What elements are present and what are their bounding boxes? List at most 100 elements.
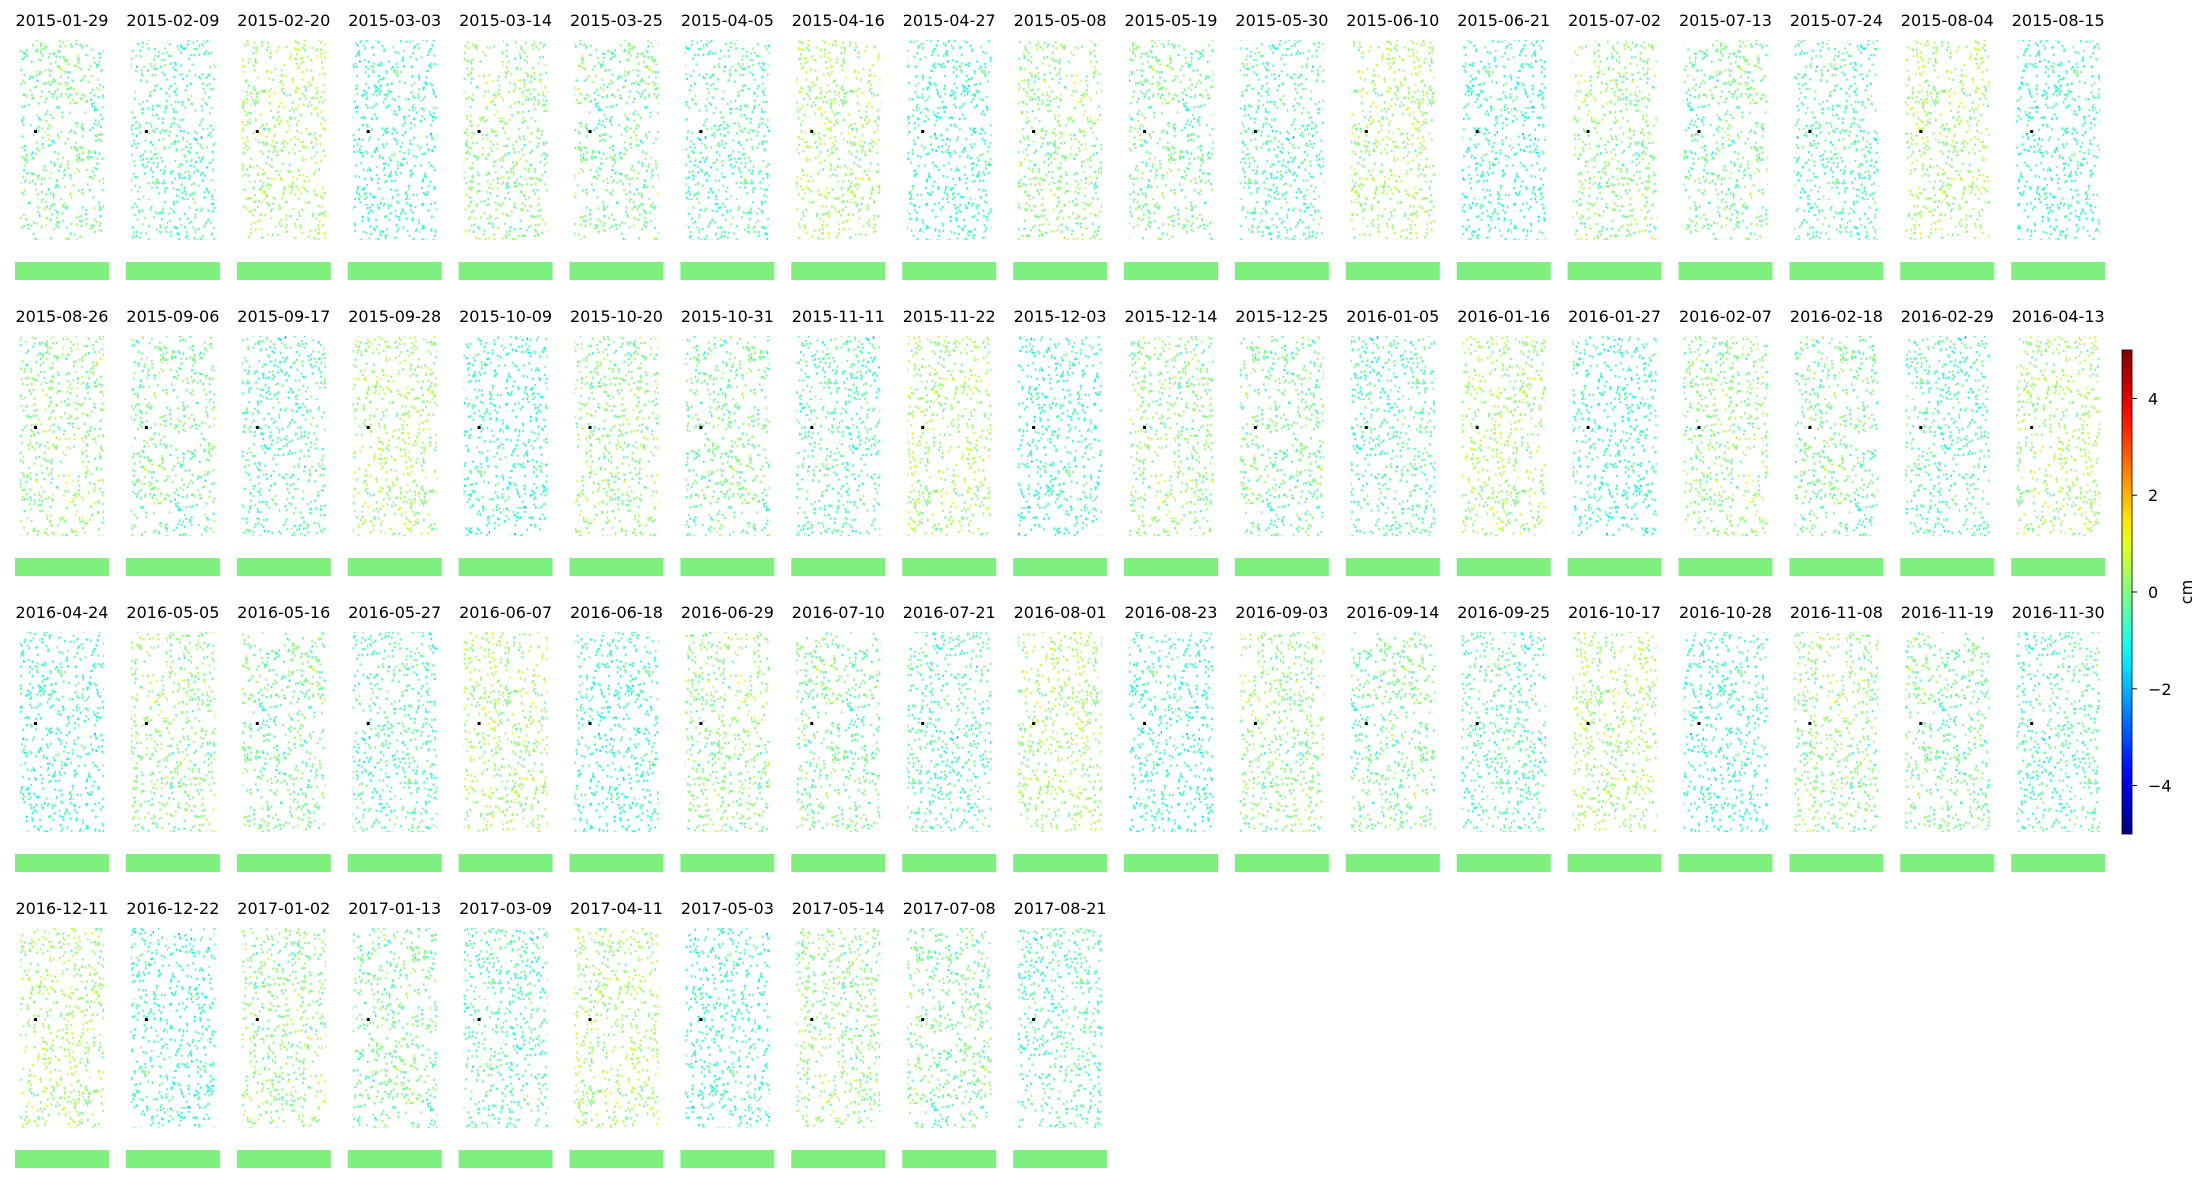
displacement-map	[574, 928, 659, 1128]
displacement-map	[352, 632, 437, 832]
footprint-strip	[1124, 262, 1218, 280]
reference-point	[477, 426, 481, 429]
reference-point	[1032, 130, 1036, 133]
displacement-map	[685, 40, 770, 240]
footprint-strip	[1789, 854, 1884, 872]
displacement-map	[1350, 40, 1435, 240]
panel-title: 2016-02-07	[1679, 307, 1772, 326]
reference-point	[1143, 426, 1146, 429]
footprint-strip	[1678, 262, 1773, 280]
footprint-strip	[1456, 854, 1551, 872]
footprint-strip	[125, 1150, 220, 1168]
panel-title: 2015-05-19	[1125, 11, 1218, 30]
displacement-map	[1905, 40, 1990, 240]
panel-title: 2015-12-25	[1235, 307, 1328, 326]
reference-point	[1475, 130, 1479, 133]
displacement-map	[463, 336, 548, 536]
reference-point	[810, 722, 814, 725]
reference-point	[810, 1018, 814, 1021]
panel-title: 2017-01-02	[237, 899, 330, 918]
panel-title: 2016-02-18	[1790, 307, 1883, 326]
displacement-map	[2016, 40, 2101, 240]
displacement-map	[796, 40, 881, 240]
colorbar-tick-label: −4	[2148, 777, 2172, 796]
reference-point	[1697, 426, 1701, 429]
panel-title: 2015-05-30	[1235, 11, 1328, 30]
reference-point	[1586, 426, 1590, 429]
displacement-map	[907, 928, 992, 1128]
footprint-strip	[680, 854, 775, 872]
displacement-map	[907, 336, 992, 536]
displacement-map	[241, 632, 326, 832]
displacement-map	[1683, 40, 1768, 240]
displacement-map	[20, 336, 104, 536]
displacement-map	[1683, 632, 1768, 832]
panel-title: 2015-10-09	[459, 307, 552, 326]
reference-point	[1919, 722, 1923, 725]
reference-point	[1919, 130, 1923, 133]
footprint-strip	[791, 1150, 886, 1168]
reference-point	[1364, 722, 1368, 725]
footprint-strip	[902, 558, 997, 576]
footprint-strip	[1900, 262, 1995, 280]
displacement-map	[352, 40, 437, 240]
displacement-map	[1129, 336, 1213, 536]
panel-title: 2016-04-13	[2012, 307, 2105, 326]
footprint-strip	[1900, 558, 1995, 576]
displacement-map	[1572, 632, 1657, 832]
displacement-map	[1683, 336, 1768, 536]
panel-title: 2016-09-25	[1457, 603, 1550, 622]
footprint-strip	[15, 558, 109, 576]
panel-title: 2016-08-23	[1125, 603, 1218, 622]
reference-point	[1032, 722, 1036, 725]
footprint-strip	[347, 262, 442, 280]
reference-point	[477, 1018, 481, 1021]
displacement-map	[685, 928, 770, 1128]
panel-title: 2016-05-16	[237, 603, 330, 622]
panel-title: 2016-05-27	[348, 603, 441, 622]
panel-title: 2016-12-11	[16, 899, 109, 918]
displacement-map	[352, 336, 437, 536]
footprint-strip	[347, 854, 442, 872]
panel-title: 2017-08-21	[1014, 899, 1107, 918]
panel-title: 2017-05-14	[792, 899, 885, 918]
footprint-strip	[1678, 854, 1773, 872]
reference-point	[34, 130, 37, 133]
reference-point	[1697, 130, 1701, 133]
reference-point	[1364, 130, 1368, 133]
reference-point	[588, 130, 592, 133]
displacement-map	[130, 336, 215, 536]
panel-title: 2016-01-05	[1346, 307, 1439, 326]
reference-point	[921, 1018, 925, 1021]
displacement-map	[1239, 40, 1324, 240]
footprint-strip	[125, 854, 220, 872]
panel-title: 2015-02-09	[126, 11, 219, 30]
panel-title: 2015-09-06	[126, 307, 219, 326]
reference-point	[921, 426, 925, 429]
panel-title: 2015-10-31	[681, 307, 774, 326]
panel-title: 2015-11-11	[792, 307, 885, 326]
colorbar-tick-label: 2	[2148, 486, 2158, 505]
displacement-map	[1794, 336, 1879, 536]
panel-title: 2015-10-20	[570, 307, 663, 326]
displacement-map	[1905, 336, 1990, 536]
reference-point	[1032, 1018, 1036, 1021]
reference-point	[1808, 722, 1812, 725]
colorbar-tick-label: −2	[2148, 680, 2172, 699]
panel-title: 2016-06-29	[681, 603, 774, 622]
panel-title: 2017-05-03	[681, 899, 774, 918]
displacement-map	[1794, 40, 1879, 240]
footprint-strip	[458, 262, 553, 280]
displacement-map	[1129, 632, 1213, 832]
footprint-strip	[1234, 262, 1329, 280]
footprint-strip	[1234, 854, 1329, 872]
displacement-map	[1461, 40, 1546, 240]
reference-point	[144, 722, 148, 725]
footprint-strip	[569, 558, 664, 576]
reference-point	[366, 426, 370, 429]
footprint-strip	[902, 1150, 997, 1168]
reference-point	[588, 1018, 592, 1021]
reference-point	[1697, 722, 1701, 725]
reference-point	[477, 722, 481, 725]
displacement-map	[463, 928, 548, 1128]
